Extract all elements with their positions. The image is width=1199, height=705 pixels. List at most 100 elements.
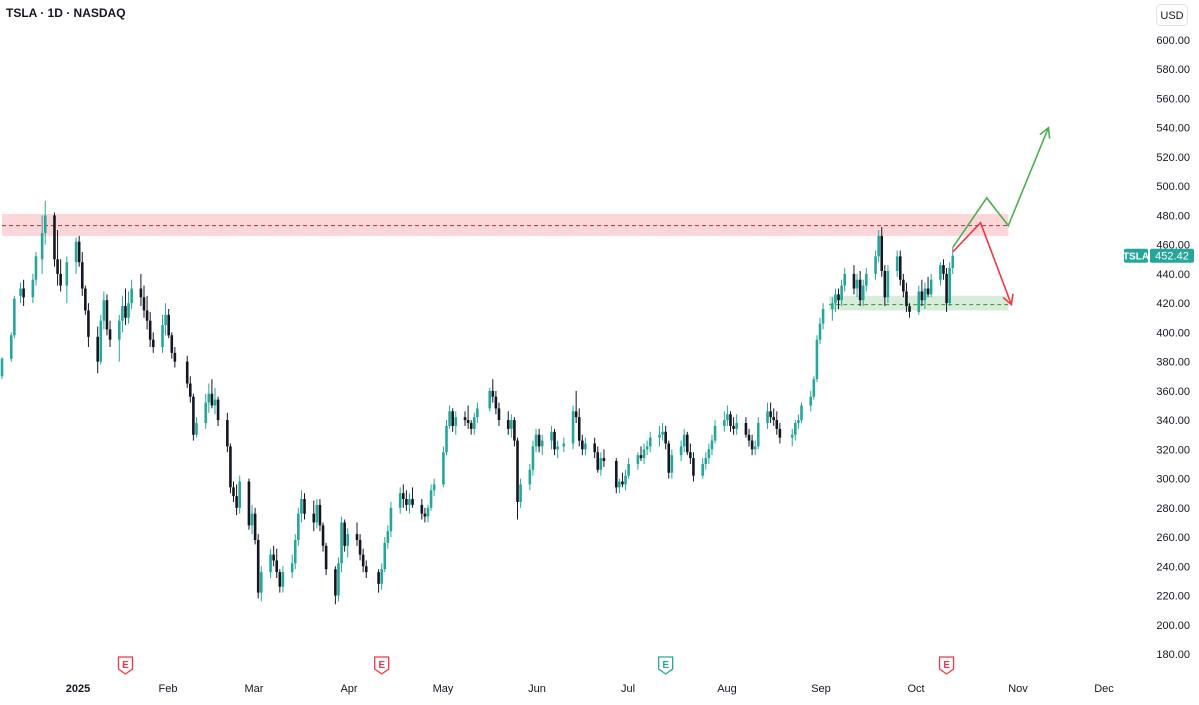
candle <box>818 317 822 345</box>
candle-body <box>556 446 559 450</box>
candle-body <box>346 534 350 546</box>
candle <box>923 282 927 309</box>
resistance-zone <box>2 213 1009 236</box>
candle-body <box>293 539 297 564</box>
candle-body <box>537 434 541 447</box>
candle <box>945 268 948 312</box>
candle <box>398 487 402 514</box>
candle-body <box>108 329 112 340</box>
candle-body <box>939 265 942 280</box>
candle <box>0 357 4 380</box>
time-axis[interactable]: 2025 Feb Mar Apr May Jun Jul Aug Sep Oct Nov Dec <box>66 683 1115 695</box>
candle <box>142 285 146 318</box>
candle <box>380 563 383 590</box>
candle <box>53 212 56 267</box>
candle <box>750 434 754 456</box>
candle-body <box>713 425 717 441</box>
candle-body <box>34 256 38 280</box>
candle <box>472 412 476 435</box>
candle-body <box>584 443 587 450</box>
earnings-event-icon[interactable]: E <box>938 656 955 675</box>
candle-body <box>818 323 822 340</box>
candle-body <box>639 455 643 459</box>
candle <box>31 273 35 304</box>
price-axis[interactable]: 600.00 580.00 560.00 540.00 520.00 500.00 480.… <box>1146 0 1199 700</box>
candle <box>161 314 164 353</box>
candle-body <box>596 452 600 470</box>
candle-body <box>843 273 847 286</box>
candle-body <box>942 265 945 274</box>
candle-body <box>213 399 217 406</box>
candle-body <box>250 513 254 526</box>
candle-body <box>442 452 445 485</box>
candle-body <box>420 504 424 514</box>
candle <box>102 291 106 330</box>
last-price-badge <box>1150 248 1194 263</box>
candle-body <box>216 399 220 421</box>
candle-body <box>726 414 729 421</box>
candle <box>917 285 921 315</box>
candle <box>364 560 368 578</box>
earnings-marker-shape <box>117 656 134 675</box>
candle-body <box>337 563 340 596</box>
earnings-event-icon[interactable]: E <box>658 656 674 675</box>
candle-body <box>926 288 930 295</box>
candle <box>531 440 535 476</box>
y-tick-label: 540.00 <box>1156 123 1190 135</box>
candle <box>939 262 942 286</box>
candle <box>747 428 751 447</box>
candle-body <box>445 425 448 453</box>
candle <box>401 484 405 508</box>
candle <box>775 411 779 435</box>
candle <box>408 493 411 514</box>
candle <box>108 320 112 347</box>
candle <box>139 273 143 307</box>
candle-body <box>297 513 300 540</box>
candle-body <box>775 420 779 429</box>
candle-body <box>880 235 884 271</box>
candle <box>874 250 877 280</box>
candle <box>318 499 322 532</box>
candle <box>226 412 229 453</box>
candle-body <box>797 420 800 424</box>
candle <box>303 493 306 520</box>
candle-body <box>858 279 862 301</box>
y-tick-label: 500.00 <box>1156 181 1190 193</box>
candle <box>445 420 448 456</box>
currency-button[interactable]: USD <box>1156 4 1188 26</box>
candle-body <box>87 310 90 337</box>
candle-body <box>636 455 640 464</box>
candle-body <box>454 417 458 426</box>
candle-body <box>127 303 130 318</box>
candle-body <box>948 268 951 304</box>
earnings-event-icon[interactable]: E <box>117 656 134 675</box>
candle <box>571 405 575 450</box>
candle-body <box>732 425 735 429</box>
candle <box>293 534 297 570</box>
candle-body <box>476 408 479 418</box>
candle <box>216 396 220 426</box>
candle <box>297 507 300 546</box>
candle-body <box>574 411 578 418</box>
y-tick-label: 420.00 <box>1156 298 1190 310</box>
candle-body <box>951 255 955 269</box>
candle <box>510 414 513 438</box>
candle <box>250 504 254 535</box>
candle <box>861 279 865 307</box>
candle <box>614 458 618 494</box>
candle-body <box>318 504 322 526</box>
y-tick-label: 520.00 <box>1156 152 1190 164</box>
earnings-marker-label: E <box>378 660 385 671</box>
earnings-event-icon[interactable]: E <box>374 656 390 675</box>
x-tick-label: Nov <box>1008 683 1028 695</box>
candle-body <box>815 339 819 380</box>
candle <box>386 525 390 549</box>
candle-body <box>121 306 124 321</box>
candle <box>942 259 945 280</box>
candle <box>528 463 532 491</box>
y-tick-label: 320.00 <box>1156 444 1190 456</box>
candle <box>661 423 664 441</box>
candle <box>883 265 887 307</box>
